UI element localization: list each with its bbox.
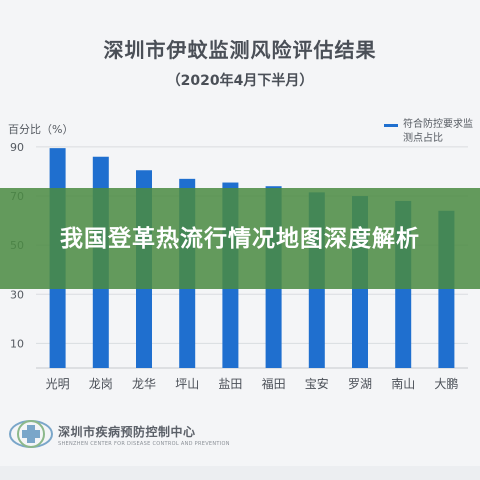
headline-text: 我国登革热流行情况地图深度解析 <box>60 225 420 252</box>
headline-banner: 我国登革热流行情况地图深度解析 <box>0 188 480 289</box>
x-tick-label: 宝安 <box>305 376 329 391</box>
org-name: 深圳市疾病预防控制中心 <box>58 425 196 439</box>
bottom-strip <box>0 466 480 480</box>
chart-title: 深圳市伊蚊监测风险评估结果 <box>103 38 377 62</box>
x-tick-label: 坪山 <box>175 377 199 391</box>
y-tick-label: 10 <box>10 337 24 350</box>
legend-label: 符合防控要求监测点占比 <box>403 119 473 144</box>
cdc-logo-icon <box>9 420 53 448</box>
x-tick-label: 盐田 <box>218 377 242 391</box>
x-tick-label: 南山 <box>391 376 415 391</box>
y-axis-label: 百分比（%） <box>8 123 74 136</box>
x-tick-label: 罗湖 <box>348 376 372 391</box>
org-name-en: SHENZHEN CENTER FOR DISEASE CONTROL AND … <box>58 441 230 447</box>
x-tick-label: 大鹏 <box>434 377 458 391</box>
x-tick-label: 龙岗 <box>89 377 113 391</box>
y-tick-label: 90 <box>10 141 24 154</box>
x-tick-label: 龙华 <box>132 377 156 391</box>
chart-subtitle: （2020年4月下半月） <box>166 73 314 89</box>
y-tick-label: 30 <box>10 288 24 301</box>
x-tick-label: 光明 <box>46 377 70 391</box>
x-tick-label: 福田 <box>262 376 286 391</box>
legend-swatch <box>384 124 398 127</box>
